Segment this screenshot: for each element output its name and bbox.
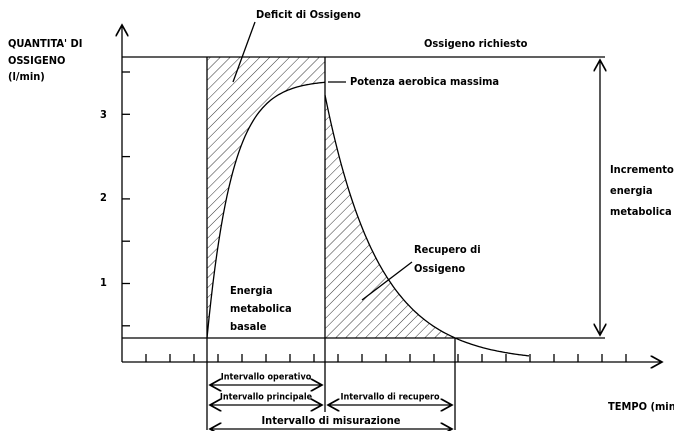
annotation: Ossigeno richiesto: [424, 37, 528, 50]
y-tick-label: 3: [100, 108, 107, 121]
interval-label: Intervallo operativo: [221, 373, 312, 383]
y-label: QUANTITA' DI: [8, 37, 82, 50]
annotation: Deficit di Ossigeno: [256, 8, 361, 21]
rise-curve: [206, 81, 326, 339]
y-label: OSSIGENO: [8, 54, 65, 67]
deficit-area: [207, 57, 325, 338]
annotation: Recupero di: [414, 243, 481, 256]
annotation: Ossigeno: [414, 262, 465, 275]
x-label: TEMPO (min): [608, 400, 674, 413]
y-label: (l/min): [8, 70, 45, 83]
annotation: basale: [230, 320, 267, 333]
leader: [361, 261, 413, 301]
interval-label: Intervallo principale: [220, 393, 313, 403]
decay-curve: [324, 94, 530, 357]
leader: [232, 21, 256, 83]
annotation: energia: [610, 184, 653, 197]
y-tick-label: 1: [100, 276, 107, 289]
annotation: metabolica: [230, 302, 292, 315]
interval-label: Intervallo di misurazione: [261, 414, 400, 427]
annotation: Incremento d: [610, 163, 674, 176]
recovery-area: [325, 95, 455, 338]
annotation: metabolica: [610, 205, 672, 218]
y-tick-label: 2: [100, 191, 107, 204]
ticks: [122, 71, 627, 362]
annotation: Energia: [230, 284, 273, 297]
interval-label: Intervallo di recupero: [340, 393, 440, 403]
annotation: Potenza aerobica massima: [350, 75, 499, 88]
